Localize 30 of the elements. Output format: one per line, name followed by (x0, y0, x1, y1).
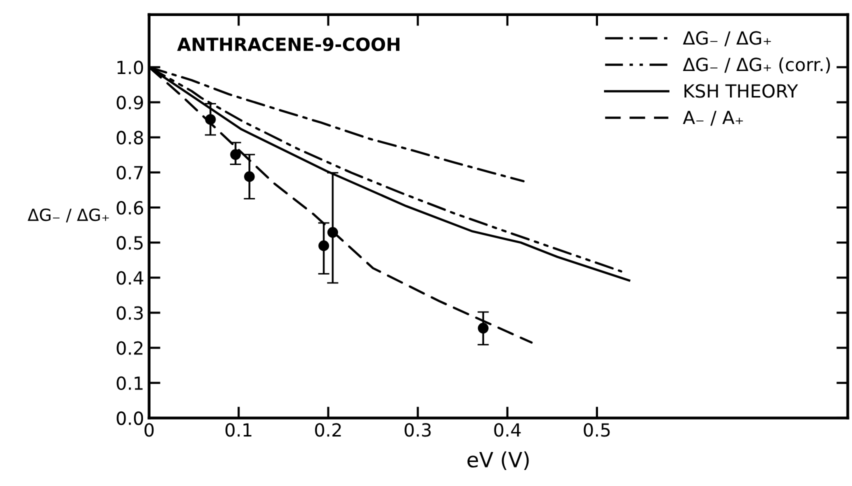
legend-label: ΔG₋ / ΔG₊ (682, 31, 771, 46)
x-tick-label: 0.2 (315, 423, 341, 437)
y-axis-title: ΔG₋ / ΔG₊ (28, 208, 109, 222)
y-tick-label: 0.7 (116, 166, 143, 180)
x-tick-label: 0 (144, 423, 154, 437)
x-tick-label: 0.4 (494, 423, 521, 437)
y-tick-label: 1.0 (118, 60, 144, 74)
y-tick-label: 0.8 (116, 130, 144, 144)
y-tick-label: 0.2 (116, 341, 142, 355)
x-axis-title: eV (V) (467, 451, 529, 470)
x-tick-label: 0.5 (584, 423, 610, 437)
x-tick-label: 0.3 (404, 423, 431, 437)
legend-label: A₋ / A₊ (682, 110, 743, 126)
legend-label: KSH THEORY (684, 84, 798, 98)
annotation: ANTHRACENE-9-COOH (177, 37, 400, 52)
point (205, 114, 216, 125)
legend-label: ΔG₋ / ΔG₊ (corr.) (682, 57, 830, 74)
point (478, 322, 489, 334)
point (327, 227, 338, 238)
y-tick-label: 0.0 (116, 411, 144, 426)
y-tick-label: 0.3 (116, 306, 143, 320)
point (244, 171, 255, 182)
x-tick-label: 0.1 (226, 423, 252, 437)
point (230, 149, 241, 160)
y-tick-label: 0.5 (116, 236, 143, 250)
y-tick-label: 0.4 (116, 271, 144, 285)
y-tick-label: 0.6 (116, 200, 144, 215)
y-tick-label: 0.1 (116, 376, 143, 390)
y-tick-label: 0.9 (116, 96, 143, 110)
point (318, 240, 330, 252)
